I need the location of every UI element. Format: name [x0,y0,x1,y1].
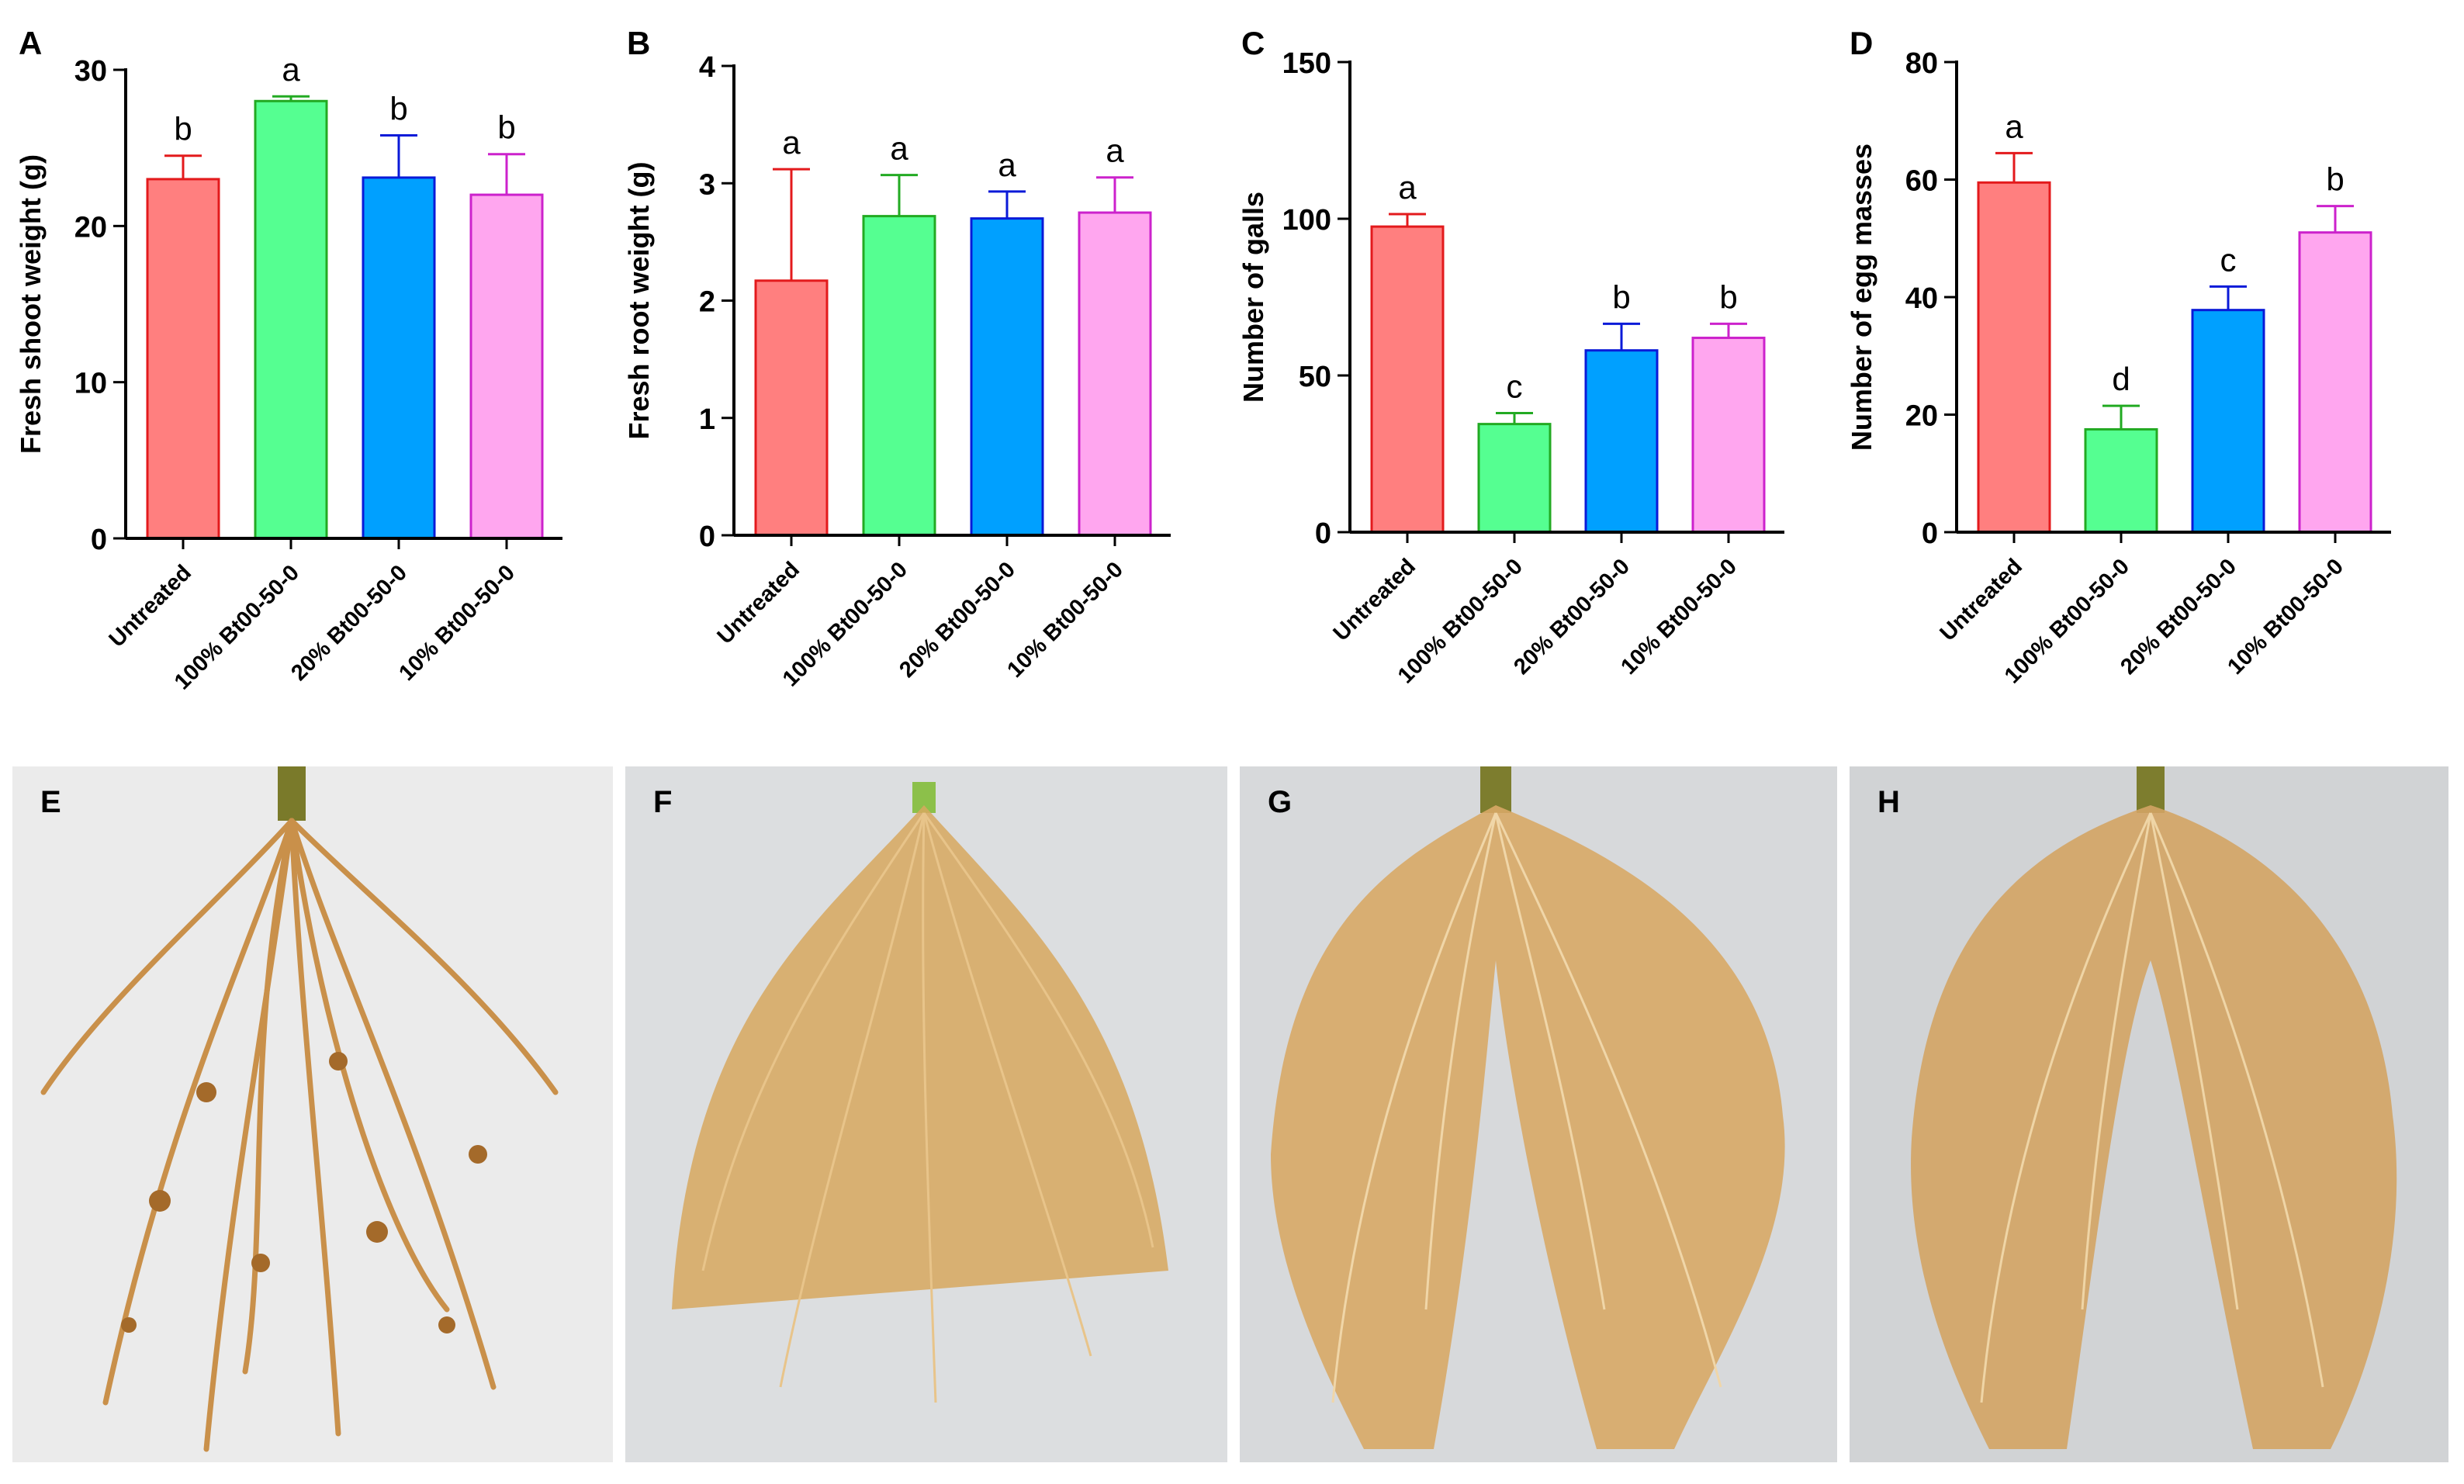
root-system-illustration-g [1240,766,1837,1462]
panel-label-b: B [627,25,650,61]
panel-label-f: F [653,785,673,819]
y-tick-label-4: 30 [74,55,107,88]
panel-label-e: E [40,785,61,819]
y-axis-label: Number of egg masses [1846,144,1877,451]
y-axis-label: Fresh root weight (g) [623,162,655,440]
category-label-1: Untreated [105,560,196,652]
significance-letter-1: b [174,111,192,147]
y-tick-label-1: 0 [91,524,107,556]
significance-letter-3: b [1612,278,1630,315]
y-tick-label-5: 4 [699,51,715,84]
root-photo-g: G [1240,766,1837,1462]
significance-letter-1: a [2005,108,2023,144]
root-photo-e: E [12,766,613,1462]
category-label-4: 10% Bt00-50-0 [1616,554,1742,680]
category-label-4: 10% Bt00-50-0 [2223,554,2348,680]
panel-label-g: G [1268,785,1293,819]
y-tick-label-2: 50 [1299,361,1331,393]
root-photo-f: F [625,766,1227,1462]
significance-letter-4: a [1106,133,1124,169]
bar-3 [1584,349,1659,534]
significance-letter-2: a [890,130,908,167]
bar-2 [1477,423,1552,534]
bar-3 [362,176,436,540]
category-label-3: 20% Bt00-50-0 [2116,554,2241,680]
category-label-1: Untreated [1936,554,2027,645]
significance-letter-2: d [2112,361,2130,397]
bar-4 [2298,231,2372,534]
y-tick-label-4: 150 [1282,47,1331,80]
y-axis-label: Fresh shoot weight (g) [15,154,47,454]
category-label-1: Untreated [1329,554,1421,645]
root-system-illustration-h [1850,766,2448,1462]
y-tick-label-4: 3 [699,168,715,201]
panel-label-d: D [1850,25,1873,61]
bar-1 [1370,225,1445,534]
significance-letter-3: b [389,91,407,127]
y-tick-label-2: 10 [74,368,107,400]
category-label-4: 10% Bt00-50-0 [1002,557,1128,683]
root-system-illustration-f [625,766,1227,1462]
significance-letter-3: c [2220,241,2237,278]
bar-2 [254,99,328,540]
panel-label-c: C [1241,25,1265,61]
y-tick-label-3: 20 [74,211,107,244]
bar-1 [146,178,220,540]
y-tick-label-2: 20 [1905,400,1938,433]
y-tick-label-2: 1 [699,403,715,436]
root-system-illustration-e [12,766,613,1462]
bar-2 [862,215,936,537]
panel-label-a: A [19,25,42,61]
root-photo-h: H [1850,766,2448,1462]
y-tick-label-3: 100 [1282,204,1331,237]
significance-letter-4: b [2326,161,2344,198]
bar-4 [469,193,544,540]
category-label-3: 20% Bt00-50-0 [1509,554,1635,680]
y-tick-label-1: 0 [699,521,715,553]
category-label-3: 20% Bt00-50-0 [895,557,1020,683]
y-tick-label-3: 2 [699,286,715,319]
significance-letter-1: a [1398,169,1417,206]
y-tick-label-1: 0 [1315,517,1331,550]
panel-label-h: H [1877,785,1900,819]
bar-3 [2191,309,2265,534]
significance-letter-2: c [1507,368,1523,404]
significance-letter-3: a [998,147,1016,183]
bar-4 [1691,337,1766,534]
y-axis-label: Number of galls [1237,192,1269,403]
significance-letter-2: a [282,51,300,88]
y-tick-label-5: 80 [1905,47,1938,80]
y-tick-label-4: 60 [1905,165,1938,198]
category-label-3: 20% Bt00-50-0 [286,560,412,686]
category-label-1: Untreated [713,557,805,649]
significance-letter-4: b [497,109,515,146]
significance-letter-4: b [1719,278,1737,315]
significance-letter-1: a [782,124,801,161]
category-label-4: 10% Bt00-50-0 [394,560,520,686]
bar-4 [1078,211,1152,537]
y-tick-label-1: 0 [1922,517,1938,550]
bar-1 [1977,181,2051,534]
bar-3 [970,217,1044,537]
bar-2 [2084,427,2158,534]
y-tick-label-3: 40 [1905,282,1938,315]
bar-1 [754,279,829,537]
